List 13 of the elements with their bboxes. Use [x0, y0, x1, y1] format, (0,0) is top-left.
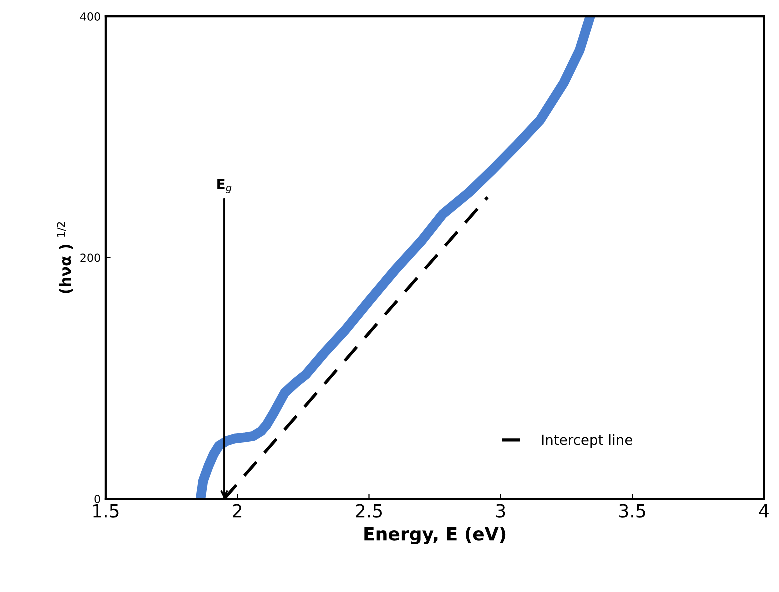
x-tick-label: 2	[233, 504, 242, 518]
x-tick-label: 3.5	[620, 504, 646, 518]
x-tick-label: 3	[496, 504, 506, 518]
x-tick-label: 2.5	[356, 504, 382, 518]
y-tick-label: 0	[94, 495, 100, 504]
y-axis-title: (hνα ) $^{1/2}$	[57, 222, 74, 294]
y-tick-label: 200	[80, 254, 100, 262]
y-tick-label: 400	[80, 12, 100, 21]
x-tick-label: 1.5	[94, 504, 119, 518]
legend-label: Intercept line	[542, 434, 632, 448]
annotation: E$_{g}$	[218, 179, 232, 194]
x-axis-title: Energy, E (eV)	[364, 526, 506, 545]
x-tick-label: 4	[759, 504, 769, 518]
